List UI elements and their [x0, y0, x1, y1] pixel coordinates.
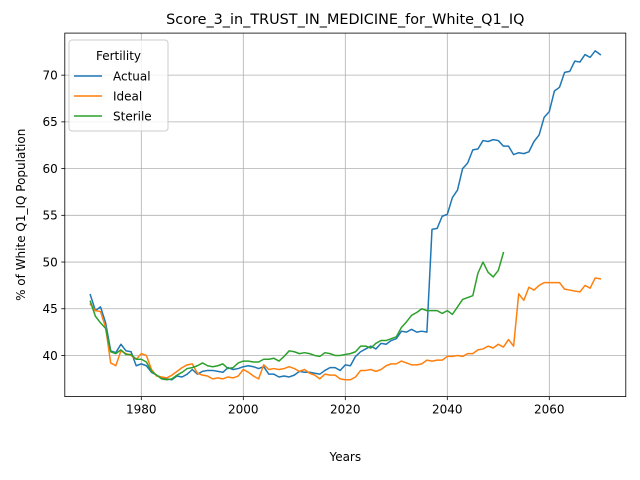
legend-entries: Actual Ideal Sterile: [74, 69, 152, 123]
y-tick-label: 40: [43, 349, 58, 363]
chart-title: Score_3_in_TRUST_IN_MEDICINE_for_White_Q…: [166, 12, 524, 28]
y-tick-label: 55: [43, 209, 58, 223]
x-tick-label: 1980: [126, 403, 157, 417]
x-axis-label: Years: [328, 450, 361, 464]
x-tick-label: 2040: [432, 403, 463, 417]
legend-label-actual: Actual: [113, 69, 151, 83]
y-tick-label: 70: [43, 68, 58, 82]
y-tick-label: 50: [43, 255, 58, 269]
y-tick-label: 45: [43, 302, 58, 316]
x-tick-label: 2060: [534, 403, 565, 417]
x-tick-label: 2000: [228, 403, 259, 417]
x-tick-label: 2020: [330, 403, 361, 417]
legend-label-ideal: Ideal: [113, 89, 142, 103]
legend: Fertility Actual Ideal Sterile: [68, 39, 169, 132]
y-tick-label: 65: [43, 115, 58, 129]
y-axis-label: % of White Q1_IQ Population: [14, 129, 28, 301]
series-line-ideal: [89, 277, 602, 381]
axis-ticks: 1980 2000 2020 2040 2060 40 45 50 55 60 65 70: [43, 68, 565, 416]
legend-label-sterile: Sterile: [113, 109, 152, 123]
series-line-sterile: [89, 251, 505, 381]
grid: [64, 33, 626, 397]
y-tick-label: 60: [43, 162, 58, 176]
series-lines: [89, 50, 602, 381]
legend-title: Fertility: [96, 49, 141, 63]
legend-box: [68, 39, 169, 132]
